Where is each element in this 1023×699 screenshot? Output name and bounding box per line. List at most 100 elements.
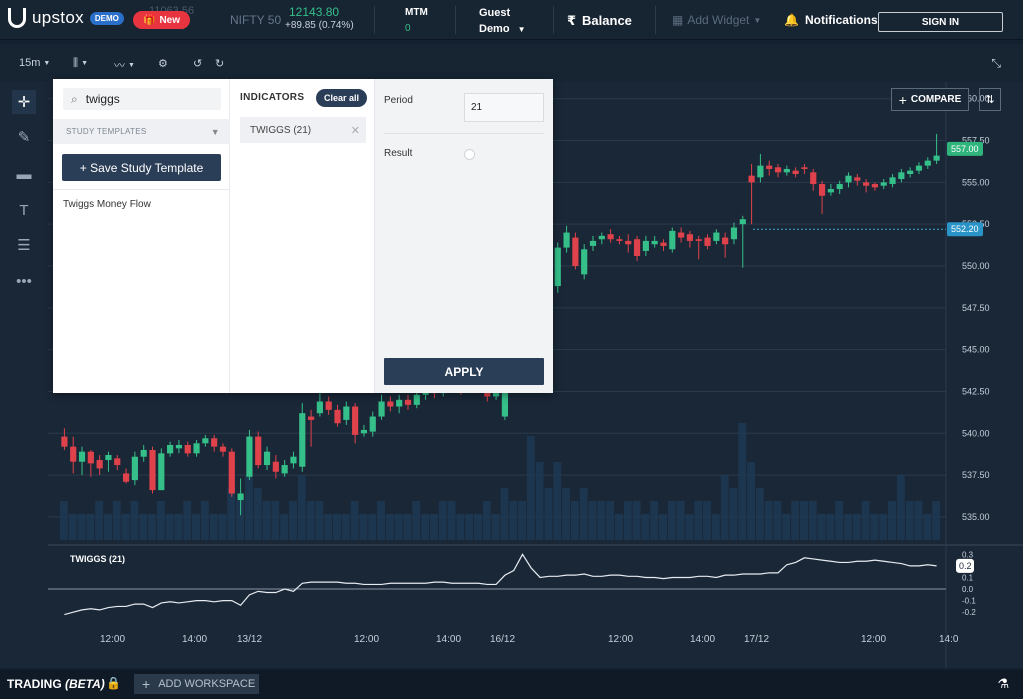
volume-bar: [782, 514, 791, 540]
oscillator-line: [64, 553, 937, 616]
volume-bar: [650, 501, 659, 540]
new-button[interactable]: 🎁 New: [133, 11, 190, 29]
chart-type-dropdown[interactable]: ⫼ ▼: [73, 57, 88, 70]
volume-bar: [817, 514, 826, 540]
scale-toggle-button[interactable]: ⇅: [979, 88, 1001, 111]
oscillator-axis-label: 0.3: [962, 550, 974, 559]
volume-bar: [112, 501, 121, 540]
redo-button[interactable]: ↻: [215, 57, 224, 70]
more-tools-icon[interactable]: •••: [16, 272, 32, 290]
search-input[interactable]: [85, 92, 206, 106]
logo[interactable]: upstox DEMO: [8, 8, 124, 28]
trendline-icon[interactable]: ✎: [17, 129, 31, 146]
candle-body: [774, 167, 782, 173]
price-axis-label: 557.50: [962, 136, 990, 146]
period-input[interactable]: [464, 93, 544, 122]
volume-bar: [747, 462, 755, 540]
volume-bar: [183, 501, 192, 540]
settings-button[interactable]: ⚙: [158, 57, 168, 70]
volume-bar: [482, 501, 491, 540]
volume-bar: [350, 501, 359, 540]
logo-text: upstox: [32, 8, 84, 27]
indicators-dropdown[interactable]: 〰 ▼: [114, 57, 135, 73]
volume-bar: [447, 501, 456, 540]
candle-body: [854, 177, 861, 181]
candle-body: [316, 401, 323, 414]
price-axis-label: 550.00: [962, 261, 990, 271]
volume-bar: [844, 514, 852, 540]
candle-body: [122, 473, 130, 482]
close-icon[interactable]: ✕: [350, 124, 360, 137]
indicator-search-column: ⌕ STUDY TEMPLATES ▼ + Save Study Templat…: [53, 79, 230, 393]
candle-body: [404, 399, 412, 405]
candle-body: [554, 247, 561, 287]
drawing-tools-sidebar: ✛ ✎ ▬ T ☰ •••: [0, 82, 48, 668]
volume-bar: [430, 514, 438, 540]
text-tool-icon[interactable]: T: [19, 201, 29, 219]
volume-bar: [421, 514, 430, 540]
trading-tab[interactable]: TRADING (BETA): [7, 677, 105, 691]
result-color-picker[interactable]: [464, 149, 475, 160]
candle-body: [175, 444, 183, 449]
candle-body: [343, 406, 350, 420]
candle-body: [105, 455, 112, 461]
volume-bar: [491, 514, 500, 540]
interval-dropdown[interactable]: 15m ▼: [19, 57, 50, 69]
candle-body: [158, 453, 165, 491]
undo-button[interactable]: ↺: [193, 57, 202, 70]
sign-in-button[interactable]: SIGN IN: [878, 12, 1003, 32]
study-templates-label: STUDY TEMPLATES: [66, 127, 147, 136]
volume-bar: [324, 514, 333, 540]
volume-bar: [130, 501, 139, 540]
account-dropdown[interactable]: Demo ▼: [479, 23, 525, 35]
notifications-button[interactable]: 🔔 Notifications: [784, 13, 878, 27]
fibonacci-icon[interactable]: ☰: [17, 237, 31, 254]
search-result-item[interactable]: Twiggs Money Flow: [63, 199, 151, 210]
apply-button[interactable]: APPLY: [384, 358, 544, 385]
volume-bar: [174, 514, 183, 540]
candle-body: [933, 155, 940, 161]
oscillator-axis-label: 0.1: [962, 573, 974, 582]
nifty-change: +89.85 (0.74%): [285, 20, 354, 31]
candle-body: [678, 232, 685, 238]
volume-bar: [77, 514, 86, 540]
volume-bar: [606, 501, 615, 540]
lock-icon[interactable]: 🔒: [106, 676, 121, 690]
guest-label[interactable]: Guest: [479, 7, 511, 19]
candle-body: [87, 451, 94, 464]
nifty-label[interactable]: NIFTY 50: [230, 13, 282, 27]
candle-body: [907, 170, 914, 174]
volume-bar: [200, 501, 209, 540]
collapse-icon[interactable]: ⤡: [991, 56, 1001, 70]
crosshair-icon[interactable]: ✛: [12, 90, 36, 114]
volume-bar: [68, 514, 77, 540]
candle-body: [228, 451, 235, 494]
clear-all-button[interactable]: Clear all: [316, 89, 367, 107]
candle-body: [396, 399, 403, 407]
volume-bar: [359, 514, 368, 540]
volume-bar: [623, 501, 632, 540]
volume-bar: [720, 475, 729, 540]
candle-body: [836, 184, 843, 190]
search-box[interactable]: ⌕: [63, 88, 221, 110]
rectangle-icon[interactable]: ▬: [16, 165, 32, 183]
volume-bar: [333, 514, 341, 540]
candle-body: [263, 451, 271, 466]
candle-body: [563, 232, 570, 248]
candle-body: [730, 227, 738, 240]
add-workspace-button[interactable]: + ADD WORKSPACE: [134, 674, 259, 694]
volume-bar: [438, 501, 447, 540]
compare-button[interactable]: + COMPARE: [891, 88, 969, 111]
candle-body: [413, 394, 420, 405]
volume-bar: [236, 501, 245, 540]
flask-icon[interactable]: ⚗: [997, 676, 1009, 691]
balance-button[interactable]: ₹ Balance: [567, 13, 632, 29]
study-templates-dropdown[interactable]: STUDY TEMPLATES ▼: [53, 119, 230, 144]
save-study-template-button[interactable]: + Save Study Template: [62, 154, 221, 181]
candle-body: [352, 406, 359, 435]
active-indicator-item[interactable]: TWIGGS (21) ✕: [240, 117, 366, 143]
plus-icon: +: [898, 91, 907, 108]
add-widget-button[interactable]: ▦ Add Widget ▼: [672, 13, 761, 27]
volume-bar: [835, 501, 844, 540]
candle-body: [607, 234, 614, 240]
